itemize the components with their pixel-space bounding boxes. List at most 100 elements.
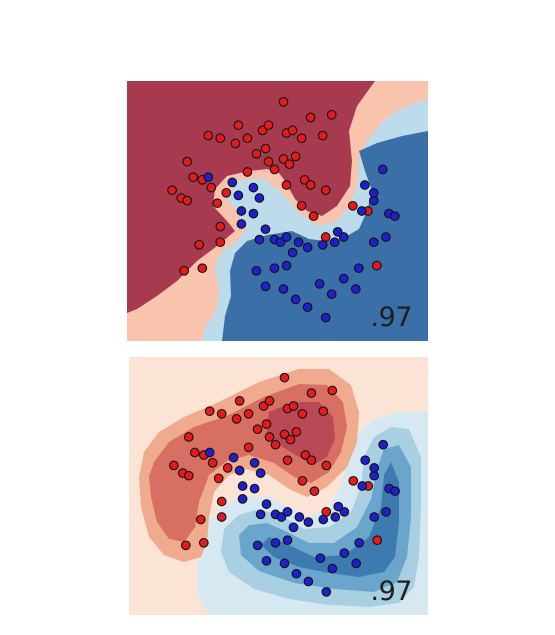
red-data-point bbox=[188, 172, 199, 183]
red-data-point bbox=[372, 535, 383, 546]
blue-data-point bbox=[236, 206, 247, 216]
blue-data-point bbox=[378, 439, 389, 450]
red-data-point bbox=[284, 159, 295, 170]
red-data-point bbox=[299, 174, 310, 185]
blue-data-point bbox=[369, 512, 380, 522]
red-data-point bbox=[282, 455, 293, 466]
blue-data-point bbox=[356, 206, 367, 216]
red-data-point bbox=[183, 432, 194, 442]
red-data-point bbox=[297, 408, 308, 419]
red-data-point bbox=[252, 424, 263, 435]
red-data-point bbox=[279, 372, 290, 383]
dark-red-contour bbox=[267, 402, 335, 465]
blue-data-point bbox=[270, 537, 281, 548]
blue-data-point bbox=[357, 481, 368, 491]
red-data-point bbox=[257, 125, 268, 136]
blue-data-point bbox=[390, 211, 400, 222]
blue-data-point bbox=[248, 182, 259, 193]
scatter-points-top bbox=[167, 96, 400, 323]
blue-data-point bbox=[204, 447, 215, 458]
decision-boundary-svg-top bbox=[127, 81, 428, 341]
red-data-point bbox=[305, 180, 316, 190]
red-data-point bbox=[278, 96, 289, 107]
blue-data-point bbox=[332, 226, 343, 237]
blue-data-point bbox=[302, 242, 313, 253]
red-data-point bbox=[264, 432, 275, 442]
blue-data-point bbox=[333, 501, 344, 512]
blue-data-point bbox=[276, 512, 287, 522]
background-contours bbox=[129, 357, 428, 615]
red-data-point bbox=[197, 263, 208, 274]
red-data-point bbox=[206, 182, 217, 193]
red-data-point bbox=[169, 460, 179, 471]
blue-data-point bbox=[377, 164, 388, 175]
blue-data-point bbox=[381, 232, 391, 242]
red-data-point bbox=[279, 429, 290, 440]
red-data-point bbox=[180, 540, 191, 551]
blue-data-point bbox=[321, 586, 332, 597]
blue-data-point bbox=[320, 312, 331, 323]
red-data-point bbox=[216, 512, 227, 522]
dark-blue-contour bbox=[261, 462, 399, 577]
blue-data-point bbox=[278, 284, 289, 294]
red-data-point bbox=[306, 388, 317, 398]
red-data-point bbox=[216, 408, 227, 419]
blue-data-point bbox=[255, 509, 266, 520]
blue-data-point bbox=[327, 563, 338, 574]
blue-data-point bbox=[237, 481, 248, 491]
blue-data-point bbox=[360, 455, 371, 466]
red-data-point bbox=[215, 221, 226, 232]
blue-data-point bbox=[251, 265, 262, 276]
blue-data-point bbox=[317, 239, 328, 250]
red-data-point bbox=[263, 120, 274, 131]
red-data-point bbox=[243, 442, 254, 453]
red-data-point bbox=[300, 450, 311, 460]
red-data-point bbox=[371, 260, 382, 271]
blue-data-point bbox=[288, 522, 299, 533]
red-data-point bbox=[318, 406, 329, 417]
red-data-point bbox=[320, 185, 331, 196]
background-regions bbox=[127, 81, 428, 341]
blue-data-point bbox=[303, 576, 314, 587]
red-data-point bbox=[213, 473, 224, 484]
blue-data-point bbox=[261, 499, 272, 509]
blue-data-point bbox=[339, 548, 350, 558]
blue-data-point bbox=[315, 553, 326, 564]
blue-data-point bbox=[329, 237, 340, 248]
blue-data-point bbox=[236, 219, 247, 229]
blue-data-point bbox=[233, 190, 244, 201]
red-data-point bbox=[264, 396, 275, 406]
blue-data-point bbox=[293, 237, 304, 248]
red-data-point bbox=[231, 414, 242, 424]
blue-data-point bbox=[339, 506, 350, 517]
blue-data-point bbox=[255, 468, 266, 478]
red-data-point bbox=[167, 185, 177, 196]
red-data-point bbox=[278, 154, 289, 164]
blue-data-point bbox=[330, 512, 341, 522]
blue-data-point bbox=[282, 506, 293, 517]
red-data-point bbox=[321, 460, 332, 471]
blue-data-point bbox=[260, 224, 271, 235]
blue-data-point bbox=[368, 187, 379, 198]
red-data-point bbox=[212, 198, 223, 209]
red-data-point bbox=[216, 496, 227, 507]
dark-red-region bbox=[127, 81, 375, 313]
blue-data-point bbox=[338, 273, 349, 284]
blue-data-point bbox=[260, 281, 271, 292]
red-data-point bbox=[296, 133, 307, 144]
red-data-point bbox=[297, 475, 308, 486]
blue-data-point bbox=[227, 177, 238, 188]
red-data-point bbox=[207, 457, 218, 468]
red-data-point bbox=[308, 211, 319, 222]
blue-data-point bbox=[252, 540, 263, 551]
blue-data-point bbox=[294, 512, 305, 522]
blue-data-point bbox=[359, 180, 370, 190]
red-data-point bbox=[194, 239, 205, 250]
blue-data-point bbox=[279, 558, 290, 569]
red-data-point bbox=[291, 426, 302, 437]
blue-data-point bbox=[351, 558, 362, 569]
red-data-point bbox=[198, 537, 209, 548]
red-data-point bbox=[222, 463, 233, 473]
red-data-point bbox=[195, 514, 206, 525]
red-data-point bbox=[348, 475, 359, 486]
